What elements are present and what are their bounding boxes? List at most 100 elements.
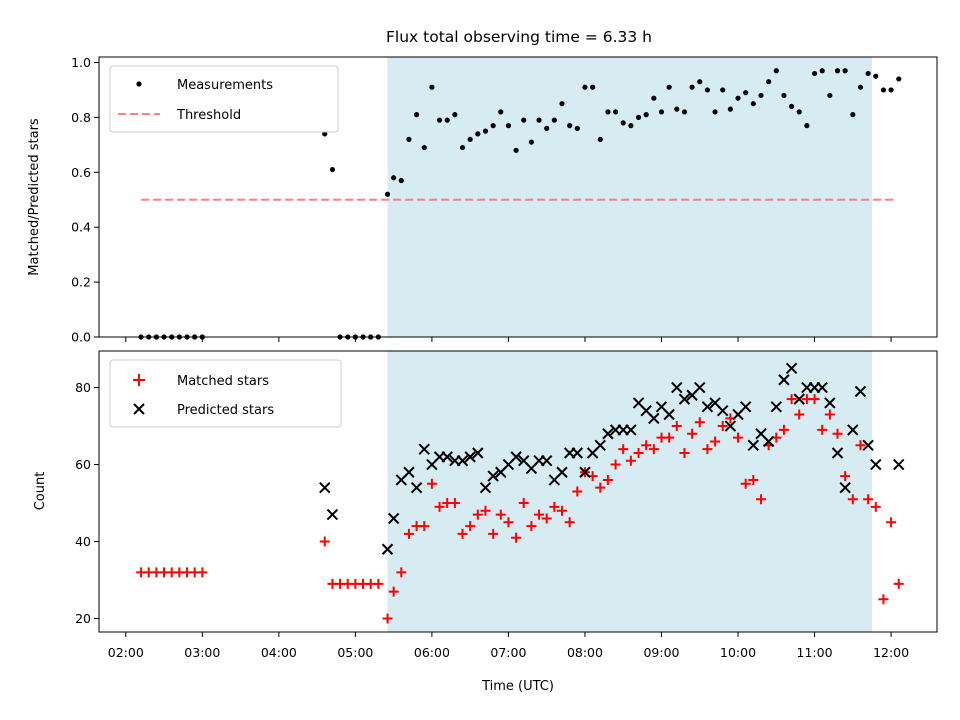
matched-star-point (549, 501, 560, 512)
predicted-star-point (671, 381, 683, 394)
measurement-point (620, 120, 626, 126)
measurement-point (697, 79, 703, 85)
matched-star-point (694, 417, 705, 428)
measurement-point (796, 109, 802, 115)
predicted-star-point (410, 481, 423, 494)
x-tick-label: 03:00 (184, 645, 220, 660)
predicted-star-point (403, 466, 415, 478)
measurement-point (819, 68, 825, 74)
measurement-point (421, 144, 427, 151)
predicted-star-point (747, 439, 760, 452)
predicted-star-point (326, 508, 339, 521)
x-tick-label: 08:00 (567, 645, 603, 660)
legend-matched-marker (133, 374, 145, 386)
measurement-point (605, 109, 611, 115)
matched-star-point (480, 505, 491, 516)
matched-star-point (319, 536, 330, 547)
matched-star-point (717, 421, 728, 432)
legend-predicted-marker (133, 403, 145, 415)
measurement-point (720, 87, 726, 93)
matched-star-point (419, 521, 430, 532)
x-tick-label: 10:00 (720, 645, 756, 660)
measurement-point (651, 95, 657, 101)
matched-star-point (434, 501, 445, 512)
predicted-star-point (487, 470, 499, 482)
predicted-star-point (816, 381, 828, 394)
predicted-star-point (870, 458, 882, 471)
legend-matched-label: Matched stars (177, 374, 269, 389)
matched-star-point (625, 455, 636, 466)
measurement-point (467, 136, 473, 142)
measurement-point (528, 139, 534, 145)
matched-star-point (840, 471, 851, 482)
predicted-star-point (602, 428, 614, 440)
matched-star-point (817, 424, 828, 435)
bottom-y-ticks: 20 40 60 80 (75, 380, 99, 626)
matched-star-points (136, 394, 904, 624)
matched-star-point (733, 432, 744, 443)
measurement-point (712, 109, 718, 115)
matched-star-point (534, 509, 545, 520)
measurement-point (436, 117, 443, 123)
measurement-point (635, 114, 642, 120)
bottom-y-axis-label: Count (33, 472, 48, 511)
y-tick-label: 0.2 (71, 275, 91, 290)
predicted-star-point (862, 439, 874, 452)
matched-star-point (671, 421, 682, 432)
legend-measurements-marker (136, 81, 142, 87)
matched-star-point (426, 478, 437, 489)
measurement-point (827, 92, 833, 99)
measurement-point (842, 68, 848, 74)
measurement-point (329, 166, 336, 173)
bottom-legend: Matched stars Predicted stars (109, 359, 342, 428)
predicted-star-point (540, 454, 553, 467)
predicted-star-point (579, 466, 591, 478)
predicted-star-point (678, 393, 691, 405)
predicted-star-point (785, 362, 798, 375)
y-tick-label: 20 (75, 611, 91, 626)
measurement-point (429, 84, 435, 90)
predicted-star-point (724, 420, 737, 432)
measurement-point (743, 90, 749, 96)
matched-star-point (595, 482, 606, 493)
x-tick-label: 07:00 (490, 645, 526, 660)
matched-star-point (557, 505, 568, 516)
chart-title: Flux total observing time = 6.33 h (386, 28, 652, 46)
matched-star-point (373, 578, 384, 589)
predicted-star-point (739, 401, 752, 413)
matched-star-point (396, 567, 407, 578)
predicted-star-point (847, 424, 859, 436)
measurement-point (804, 123, 810, 129)
measurement-point (597, 136, 603, 142)
matched-star-point (886, 517, 897, 528)
predicted-star-point (717, 404, 729, 417)
matched-star-point (511, 532, 522, 543)
top-legend-box (109, 65, 339, 133)
measurement-point (413, 112, 420, 118)
y-tick-label: 0.6 (71, 165, 91, 180)
x-tick-label: 11:00 (797, 645, 833, 660)
measurement-point (766, 79, 772, 85)
measurement-point (498, 109, 504, 115)
matched-star-point (664, 432, 675, 443)
measurement-point (574, 125, 580, 131)
measurement-point (658, 109, 665, 115)
predicted-star-point (824, 397, 836, 409)
predicted-star-point (510, 451, 522, 463)
bottom-axes-frame (98, 350, 938, 633)
matched-star-point (388, 586, 399, 597)
bottom-shaded-region (387, 351, 872, 632)
measurement-point (834, 68, 841, 74)
predicted-star-point (571, 447, 584, 459)
x-axis-label: Time (UTC) (481, 679, 554, 694)
top-axes-frame (98, 56, 938, 338)
predicted-star-point (701, 401, 714, 413)
top-shaded-region (387, 57, 872, 337)
matched-star-point (778, 424, 789, 435)
predicted-star-point (418, 443, 430, 455)
matched-star-point (602, 474, 613, 485)
measurement-point (758, 92, 764, 99)
measurement-point (666, 84, 672, 90)
matched-star-point (893, 578, 904, 589)
measurement-point (536, 117, 542, 123)
